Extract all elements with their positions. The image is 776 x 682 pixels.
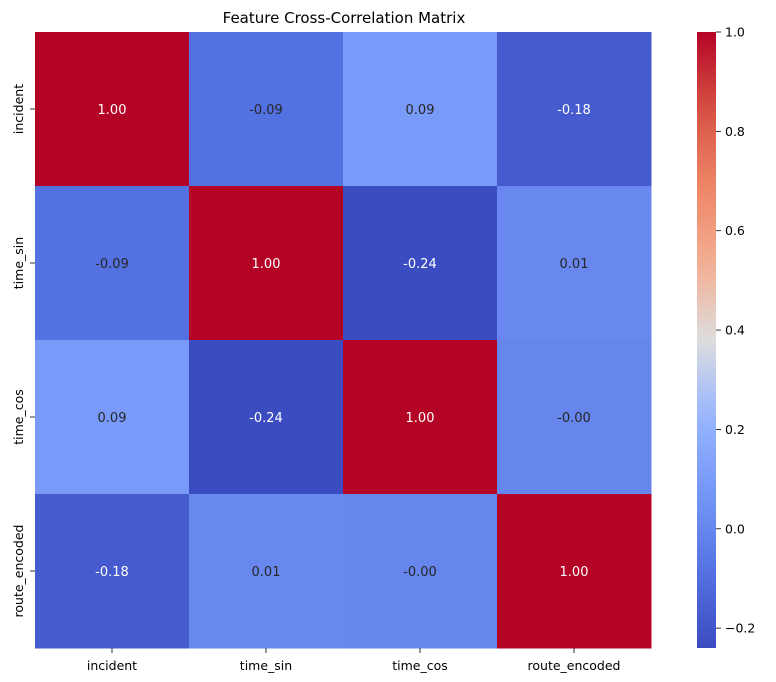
heatmap-cell — [35, 340, 190, 495]
x-tick-label: incident — [87, 658, 137, 673]
cell-value-label: -0.18 — [95, 565, 129, 580]
cell-value-label: 1.00 — [252, 257, 281, 272]
y-axis: incident time_sin time_cos route_encoded — [11, 84, 35, 618]
heatmap-cell — [497, 494, 652, 649]
heatmap-cell — [343, 494, 498, 649]
heatmap-cell — [35, 32, 190, 187]
cell-value-label: 0.09 — [98, 411, 127, 426]
cell-value-label: 0.09 — [406, 103, 435, 118]
cell-value-label: 0.01 — [560, 257, 589, 272]
heatmap-cell — [189, 32, 344, 187]
heatmap-cells: 1.00 -0.09 0.09 -0.18 -0.09 1.00 -0.24 0.01 0.09… — [35, 32, 652, 649]
cell-value-label: -0.18 — [557, 103, 591, 118]
cell-value-label: -0.24 — [249, 411, 283, 426]
x-axis: incident time_sin time_cos route_encoded — [87, 648, 621, 673]
heatmap-cell — [343, 186, 498, 341]
y-tick-label: route_encoded — [11, 525, 26, 618]
cell-value-label: -0.00 — [557, 411, 591, 426]
heatmap-cell — [497, 340, 652, 495]
chart-title: Feature Cross-Correlation Matrix — [223, 9, 466, 27]
colorbar: −0.2 0.0 0.2 0.4 0.6 0.8 1.0 — [697, 25, 755, 648]
cell-value-label: -0.09 — [249, 103, 283, 118]
cell-value-label: 1.00 — [406, 411, 435, 426]
colorbar-tick-label: 0.6 — [725, 223, 745, 238]
heatmap-cell — [189, 494, 344, 649]
x-tick-label: route_encoded — [528, 658, 621, 673]
cell-value-label: 0.01 — [252, 565, 281, 580]
cell-value-label: 1.00 — [560, 565, 589, 580]
x-tick-label: time_cos — [392, 658, 448, 673]
y-tick-label: time_cos — [11, 389, 26, 445]
colorbar-tick-label: 0.8 — [725, 124, 745, 139]
heatmap-cell — [497, 32, 652, 187]
colorbar-tick-label: 0.4 — [725, 323, 745, 338]
heatmap-cell — [35, 186, 190, 341]
colorbar-tick-label: 0.2 — [725, 422, 745, 437]
colorbar-tick-label: −0.2 — [725, 621, 755, 636]
cell-value-label: -0.09 — [95, 257, 129, 272]
heatmap-cell — [343, 340, 498, 495]
x-tick-label: time_sin — [240, 658, 292, 673]
heatmap-cell — [189, 340, 344, 495]
heatmap-cell — [497, 186, 652, 341]
y-tick-label: incident — [11, 84, 26, 134]
heatmap-cell — [35, 494, 190, 649]
heatmap-cell — [343, 32, 498, 187]
colorbar-tick-label: 0.0 — [725, 521, 745, 536]
heatmap-cell — [189, 186, 344, 341]
colorbar-bar — [697, 32, 716, 648]
cell-value-label: 1.00 — [98, 103, 127, 118]
cell-value-label: -0.00 — [403, 565, 437, 580]
colorbar-tick-label: 1.0 — [725, 25, 745, 40]
cell-value-label: -0.24 — [403, 257, 437, 272]
y-tick-label: time_sin — [11, 237, 26, 289]
